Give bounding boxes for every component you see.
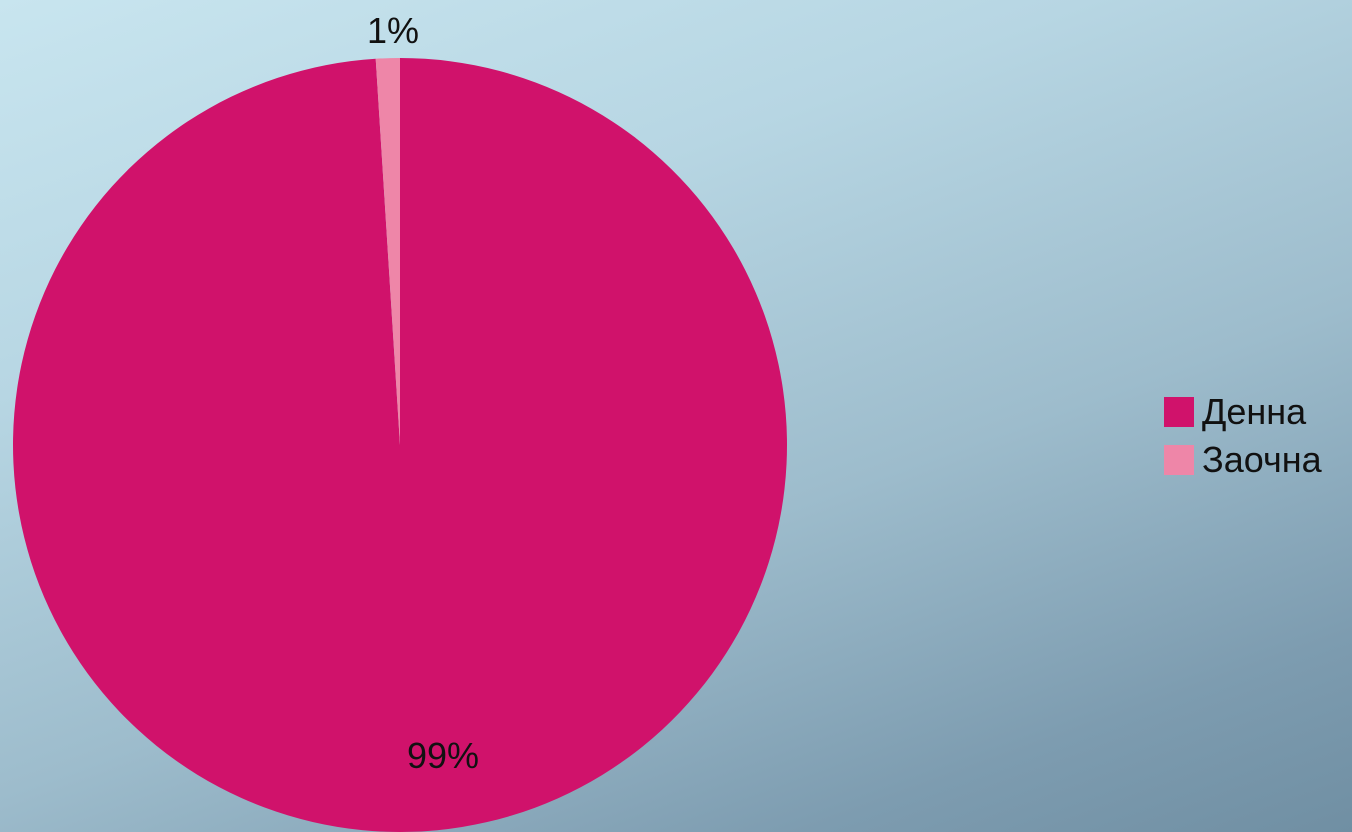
legend-label-zaochna: Заочна [1202, 439, 1322, 480]
data-label-2: 1% [367, 10, 419, 51]
legend-swatch-zaochna [1164, 445, 1194, 475]
legend-item-zaochna: Заочна [1164, 436, 1322, 484]
pie-slice-1 [13, 58, 787, 832]
legend-label-denna: Денна [1202, 391, 1307, 432]
legend-item-denna: Денна [1164, 388, 1322, 436]
pie-slice-2 [375, 58, 400, 445]
chart-legend: Денна Заочна [1164, 388, 1322, 484]
data-label-1: 99% [407, 735, 479, 776]
legend-swatch-denna [1164, 397, 1194, 427]
